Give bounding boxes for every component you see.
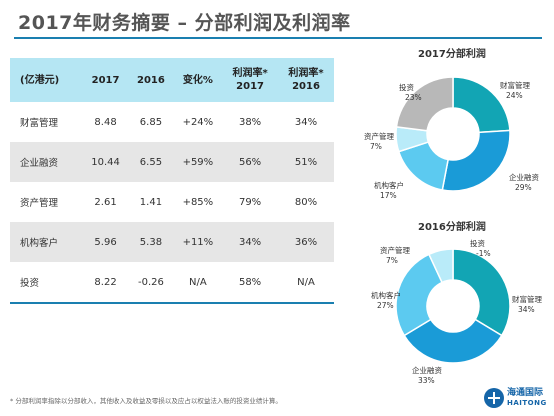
cell-2017: 2.61 [82, 182, 129, 222]
slice-value-label: 7% [386, 256, 398, 265]
slice-value-label: 23% [405, 93, 422, 102]
cell-2017: 8.22 [82, 262, 129, 302]
cell-margin-2016: 36% [278, 222, 334, 262]
page-title: 2017年财务摘要 – 分部利润及利润率 [18, 12, 351, 34]
slice-label: 投资 [399, 82, 414, 92]
table-row: 机构客户 5.96 5.38 +11% 34% 36% [10, 222, 334, 262]
cell-2016: 6.55 [128, 142, 174, 182]
logo-chinese: 海通国际 [507, 388, 544, 398]
row-label: 企业融资 [10, 142, 83, 182]
cell-margin-2016: 51% [278, 142, 334, 182]
logo-english: HAITONG [507, 399, 547, 407]
footnote: * 分部利润率指除以分部收入，其他收入及收益及零损以及应占以权益法入账的投资业绩… [10, 397, 282, 405]
slice-label: 机构客户 [371, 290, 401, 300]
slice-label: 企业融资 [412, 365, 442, 375]
chart-title-2017: 2017分部利润 [418, 49, 486, 60]
table-row: 企业融资 10.44 6.55 +59% 56% 51% [10, 142, 334, 182]
cell-2017: 8.48 [82, 102, 129, 142]
slice-label: 财富管理 [500, 80, 530, 90]
slice-value-label: 27% [377, 301, 394, 310]
donut-slice-2016-3 [427, 248, 454, 284]
slice-value-label: 34% [518, 305, 535, 314]
table-bottom-rule [10, 302, 334, 304]
table-row: 资产管理 2.61 1.41 +85% 79% 80% [10, 182, 334, 222]
cell-margin-2017: 38% [222, 102, 279, 142]
cell-2017: 10.44 [82, 142, 129, 182]
cell-change: +85% [173, 182, 223, 222]
chart-title-2016: 2016分部利润 [418, 222, 486, 233]
slice-value-label: 33% [418, 376, 435, 385]
slice-label: 财富管理 [512, 294, 542, 304]
cell-2017: 5.96 [82, 222, 129, 262]
haitong-logo-icon [484, 388, 504, 408]
cell-2016: 6.85 [128, 102, 174, 142]
donut-slice-2016-1 [403, 318, 503, 364]
slice-label: 企业融资 [509, 172, 539, 182]
title-divider [14, 37, 542, 39]
row-label: 投资 [10, 262, 83, 302]
table-header-row: (亿港元) 2017 2016 变化% 利润率* 2017 利润率* 2016 [10, 58, 334, 102]
header-2017: 2017 [82, 58, 129, 102]
cell-margin-2016: 80% [278, 182, 334, 222]
slice-value-label: 7% [370, 142, 382, 151]
donut-slice-2016-2 [395, 253, 444, 337]
slice-value-label: -1% [476, 249, 491, 258]
cell-margin-2017: 79% [222, 182, 279, 222]
cell-margin-2016: N/A [278, 262, 334, 302]
cell-margin-2017: 58% [222, 262, 279, 302]
logo-text: 海通国际 HAITONG [507, 388, 547, 408]
header-margin-2017: 利润率* 2017 [222, 58, 279, 102]
cell-margin-2017: 56% [222, 142, 279, 182]
cell-2016: 1.41 [128, 182, 174, 222]
cell-2016: -0.26 [128, 262, 174, 302]
header-change: 变化% [173, 58, 223, 102]
cell-change: +24% [173, 102, 223, 142]
haitong-logo: 海通国际 HAITONG [484, 388, 547, 408]
table-row: 财富管理 8.48 6.85 +24% 38% 34% [10, 102, 334, 142]
segment-profit-table: (亿港元) 2017 2016 变化% 利润率* 2017 利润率* 2016 … [10, 58, 334, 304]
cell-margin-2017: 34% [222, 222, 279, 262]
row-label: 机构客户 [10, 222, 83, 262]
header-unit: (亿港元) [10, 58, 83, 102]
slice-label: 资产管理 [364, 131, 394, 141]
row-label: 财富管理 [10, 102, 83, 142]
cell-margin-2016: 34% [278, 102, 334, 142]
slice-value-label: 24% [506, 91, 523, 100]
slice-value-label: 17% [380, 191, 397, 200]
slice-label: 机构客户 [374, 180, 404, 190]
header-margin-2016: 利润率* 2016 [278, 58, 334, 102]
slice-label: 投资 [470, 238, 485, 248]
donut-slice-2016-0 [452, 248, 511, 337]
donut-slice-2017-1 [441, 129, 511, 192]
slice-value-label: 29% [515, 183, 532, 192]
cell-change: +59% [173, 142, 223, 182]
slice-label: 资产管理 [380, 245, 410, 255]
donut-slice-2017-4 [395, 76, 454, 132]
table-row: 投资 8.22 -0.26 N/A 58% N/A [10, 262, 334, 302]
cell-2016: 5.38 [128, 222, 174, 262]
header-2016: 2016 [128, 58, 174, 102]
row-label: 资产管理 [10, 182, 83, 222]
cell-change: N/A [173, 262, 223, 302]
cell-change: +11% [173, 222, 223, 262]
